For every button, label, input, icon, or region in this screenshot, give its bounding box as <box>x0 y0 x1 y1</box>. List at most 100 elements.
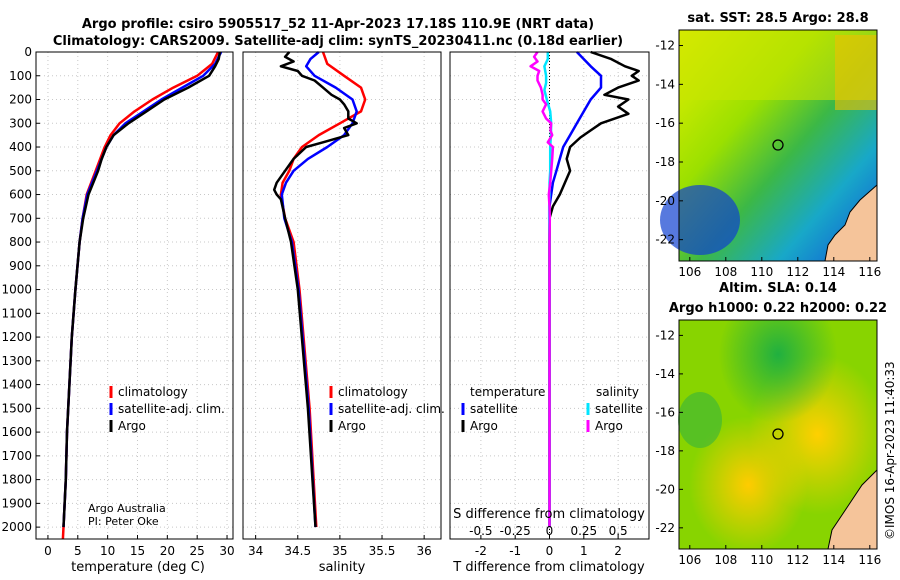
sst-argo-marker <box>772 139 784 151</box>
ytick-label-13: 1300 <box>1 354 32 368</box>
sst-land <box>825 185 877 261</box>
diff-legend-label-t-argo: Argo <box>470 419 498 433</box>
sla-coastline <box>827 469 878 550</box>
diff-legend-label-s-argo: Argo <box>595 419 623 433</box>
diff-legend-label-t-satellite: satellite <box>470 402 518 416</box>
ytick-label-18: 1800 <box>1 473 32 487</box>
xtick-label-3: 35.5 <box>369 544 396 558</box>
figure-title-line1: Argo profile: csiro 5905517_52 11-Apr-20… <box>82 17 594 32</box>
diff-legend-title-temperature: temperature <box>470 385 545 399</box>
series-line-argo <box>272 51 358 528</box>
stick-label-1: -0.25 <box>500 524 531 538</box>
lon-tick-label-3: 112 <box>786 553 809 567</box>
xtick-label-6: 30 <box>219 544 234 558</box>
xtick-label-4: 36 <box>417 544 432 558</box>
sst-map-ticks: 106 108 110 112 114 116 -12 -14 -16 -18 -20 -22 <box>655 39 881 279</box>
ytick-label-0: 0 <box>24 45 32 59</box>
lon-tick-label-4: 114 <box>822 265 845 279</box>
series-line-argo <box>62 51 222 528</box>
lon-tick-label-3: 112 <box>786 265 809 279</box>
xtick-label-4: 2 <box>614 544 622 558</box>
lat-tick-label-5: -22 <box>655 521 675 535</box>
sla-map-ticks: 106 108 110 112 114 116 -12 -14 -16 -18 -20 -22 <box>655 328 881 567</box>
legend-label-satellite-adj: satellite-adj. clim. <box>118 402 225 416</box>
lon-tick-label-5: 116 <box>858 553 881 567</box>
ytick-label-10: 1000 <box>1 283 32 297</box>
series-line-satellite-adj-clim- <box>62 51 223 528</box>
sla-low-west <box>678 392 722 448</box>
difference-legend: temperature salinity satellite Argo sate… <box>461 385 643 433</box>
xtick-label-1: 5 <box>74 544 82 558</box>
sla-land <box>828 470 877 549</box>
xtick-label-2: 10 <box>100 544 115 558</box>
ytick-label-11: 1100 <box>1 306 32 320</box>
axes-frame <box>242 51 442 540</box>
lon-tick-label-0: 106 <box>678 553 701 567</box>
ytick-label-2: 200 <box>9 93 32 107</box>
sst-warm-patch <box>835 35 877 110</box>
ytick-label-20: 2000 <box>1 520 32 534</box>
stick-label-0: -0.5 <box>469 524 492 538</box>
ytick-label-19: 1900 <box>1 496 32 510</box>
lon-tick-label-5: 116 <box>858 265 881 279</box>
xtick-label-2: 35 <box>332 544 347 558</box>
xtick-label-4: 20 <box>160 544 175 558</box>
lat-tick-label-3: -18 <box>655 444 675 458</box>
imos-watermark: ©IMOS 16-Apr-2023 11:40:33 <box>883 361 897 540</box>
sla-map-title1: Altim. SLA: 0.14 <box>719 281 837 296</box>
xtick-label-3: 1 <box>580 544 588 558</box>
ytick-label-15: 1500 <box>1 401 32 415</box>
ytick-label-16: 1600 <box>1 425 32 439</box>
stick-label-2: 0 <box>546 524 554 538</box>
lat-tick-label-1: -14 <box>655 367 675 381</box>
ytick-label-12: 1200 <box>1 330 32 344</box>
stick-label-3: 0.25 <box>570 524 597 538</box>
legend-label-argo: Argo <box>118 419 146 433</box>
ytick-label-6: 600 <box>9 188 32 202</box>
lat-tick-label-2: -16 <box>655 116 675 130</box>
lat-tick-label-1: -14 <box>655 77 675 91</box>
series-line-climatology <box>279 51 367 528</box>
lat-tick-label-0: -12 <box>655 328 675 342</box>
axes-frame <box>35 51 234 540</box>
series-line-t-satellite <box>548 51 603 528</box>
ytick-label-5: 500 <box>9 164 32 178</box>
lon-tick-label-2: 110 <box>750 553 773 567</box>
temperature-legend: climatology satellite-adj. clim. Argo <box>109 385 225 433</box>
ytick-label-3: 300 <box>9 116 32 130</box>
series-line-climatology <box>61 51 220 540</box>
sal-legend-label-argo: Argo <box>338 419 366 433</box>
sal-legend-label-climatology: climatology <box>338 385 408 399</box>
stick-label-4: 0.5 <box>609 524 628 538</box>
salinity-panel: 34 34.5 35 35.5 36 <box>242 51 442 558</box>
sla-argo-marker <box>772 428 784 440</box>
xtick-label-5: 25 <box>190 544 205 558</box>
temperature-xlabel: temperature (deg C) <box>71 560 205 575</box>
difference-panel: -2 -1 0 1 2 -0.5 -0.25 0 0.25 0.5 <box>449 50 650 558</box>
ytick-label-9: 900 <box>9 259 32 273</box>
sla-map-frame <box>678 319 878 550</box>
lon-tick-label-4: 114 <box>822 553 845 567</box>
ytick-label-4: 400 <box>9 140 32 154</box>
lat-tick-label-4: -20 <box>655 194 675 208</box>
xtick-label-0: 0 <box>44 544 52 558</box>
sst-map-frame <box>678 29 878 262</box>
lon-tick-label-0: 106 <box>678 265 701 279</box>
diff-legend-title-salinity: salinity <box>596 385 639 399</box>
figure-title-line2: Climatology: CARS2009. Satellite-adj cli… <box>53 34 623 49</box>
salinity-legend: climatology satellite-adj. clim. Argo <box>329 385 445 433</box>
salinity-xlabel: salinity <box>319 560 366 575</box>
xtick-label-1: 34.5 <box>284 544 311 558</box>
lon-tick-label-1: 108 <box>714 265 737 279</box>
sst-map-title: sat. SST: 28.5 Argo: 28.8 <box>687 11 868 26</box>
series-line-s-argo <box>529 51 555 528</box>
xtick-label-0: 34 <box>248 544 263 558</box>
lat-tick-label-4: -20 <box>655 482 675 496</box>
sst-map <box>660 29 878 262</box>
lat-tick-label-3: -18 <box>655 155 675 169</box>
difference-s-xlabel: S difference from climatology <box>453 507 645 522</box>
lon-tick-label-2: 110 <box>750 265 773 279</box>
ytick-label-1: 100 <box>9 69 32 83</box>
xtick-label-3: 15 <box>130 544 145 558</box>
sst-coastline <box>824 184 878 262</box>
